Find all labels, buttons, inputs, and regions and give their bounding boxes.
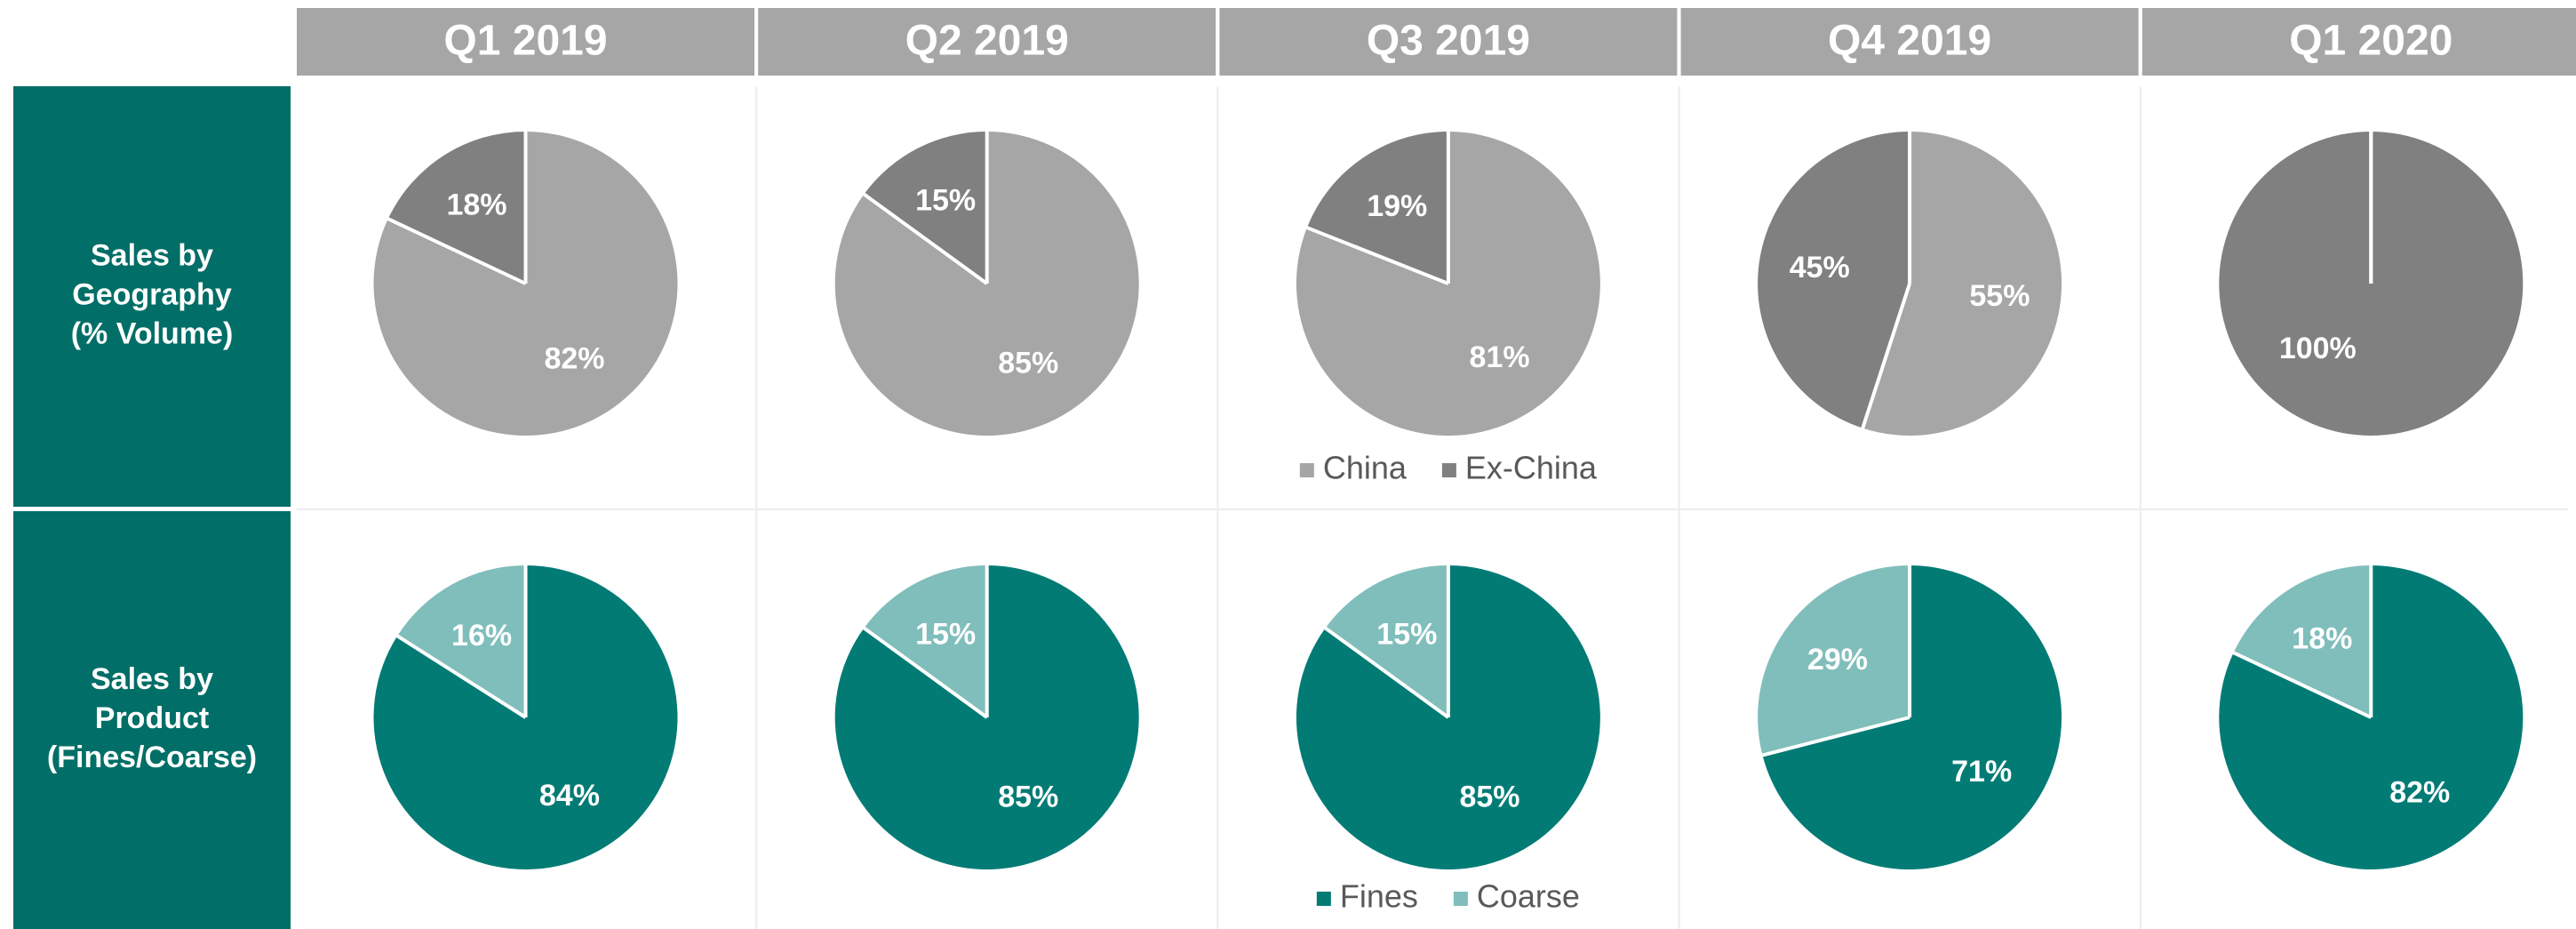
value-label: 19% xyxy=(1367,189,1427,223)
pie-slice xyxy=(1762,565,2062,870)
value-label: 82% xyxy=(544,342,604,376)
column-header-bg xyxy=(1680,8,2139,76)
value-label: 45% xyxy=(1790,251,1850,284)
pie-slice xyxy=(1758,565,1910,756)
legend-marker xyxy=(1316,892,1331,906)
column-header: Q3 2019 xyxy=(1367,18,1530,65)
pie-slice xyxy=(864,565,987,717)
legend-label: Ex-China xyxy=(1465,450,1598,486)
slice-border xyxy=(1861,283,1912,429)
value-label: 15% xyxy=(915,184,976,218)
value-label: 85% xyxy=(998,780,1058,813)
column-header: Q4 2019 xyxy=(1828,18,1991,65)
value-label: 55% xyxy=(1969,279,2030,313)
slice-border xyxy=(1306,226,1449,285)
pie-slice xyxy=(387,132,526,284)
row-label: Sales by xyxy=(91,238,213,272)
column-header-bg xyxy=(297,8,754,76)
legend-label: Fines xyxy=(1340,878,1418,915)
column-header-bg xyxy=(2141,8,2576,76)
pie-slice xyxy=(1306,132,1448,284)
slice-border xyxy=(387,217,527,285)
value-label: 100% xyxy=(2279,332,2357,365)
legend-label: Coarse xyxy=(1477,878,1580,915)
pie-slice xyxy=(2233,565,2372,717)
value-label: 15% xyxy=(915,618,976,652)
row-label: Sales by xyxy=(91,662,213,696)
value-label: 15% xyxy=(1376,618,1437,652)
legend-marker xyxy=(1441,463,1456,477)
row-label-bg xyxy=(13,86,291,507)
row-label: (% Volume) xyxy=(71,316,234,350)
column-header-bg xyxy=(1219,8,1678,76)
pie-slice xyxy=(1758,132,1910,428)
column-header: Q1 2020 xyxy=(2289,18,2452,65)
slice-border xyxy=(863,192,988,285)
row-label: Geography xyxy=(72,277,232,311)
pie-slice xyxy=(864,132,987,284)
legend-marker xyxy=(1299,463,1314,477)
value-label: 85% xyxy=(1459,780,1519,813)
pie-slice xyxy=(1862,132,2062,436)
row-label: Product xyxy=(95,701,209,735)
legend-marker xyxy=(1453,892,1468,906)
pie-slice xyxy=(397,565,526,717)
slice-border xyxy=(2232,651,2373,719)
slice-border xyxy=(863,626,988,719)
value-label: 18% xyxy=(2292,621,2352,655)
value-label: 81% xyxy=(1470,340,1530,374)
legend-label: China xyxy=(1323,450,1408,486)
slice-border xyxy=(1324,626,1450,719)
value-label: 29% xyxy=(1807,643,1868,677)
value-label: 85% xyxy=(998,346,1058,380)
column-header: Q2 2019 xyxy=(905,18,1069,65)
value-label: 18% xyxy=(446,188,506,221)
column-header: Q1 2019 xyxy=(443,18,607,65)
slice-border xyxy=(1761,716,1910,757)
value-label: 84% xyxy=(539,779,600,813)
slice-border xyxy=(396,634,527,719)
value-label: 71% xyxy=(1951,755,2012,789)
pie-slice xyxy=(1325,565,1448,717)
value-label: 16% xyxy=(451,619,512,653)
value-label: 82% xyxy=(2389,776,2450,810)
row-label: (Fines/Coarse) xyxy=(47,741,257,774)
row-label-bg xyxy=(13,511,291,929)
column-header-bg xyxy=(758,8,1216,76)
